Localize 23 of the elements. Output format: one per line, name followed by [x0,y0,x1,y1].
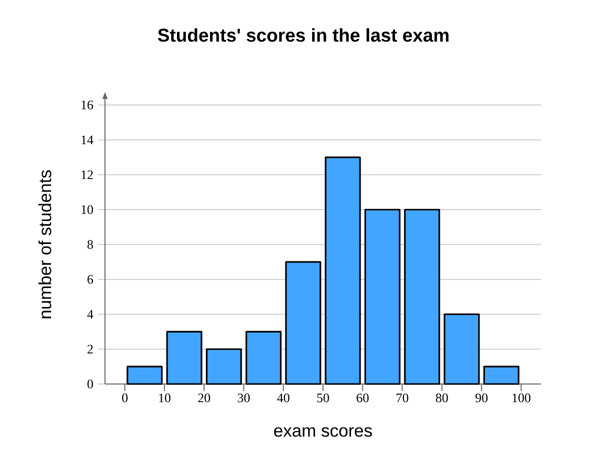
x-tick-label: 70 [396,394,408,402]
y-tick-label: 8 [87,240,93,249]
y-tick-label: 14 [82,136,94,144]
x-tick-label: 90 [475,394,488,402]
y-tick-label: 6 [88,275,94,284]
y-axis-title: number of students [38,170,52,318]
x-tick-label: 100 [512,394,530,402]
x-tick-label: 10 [159,394,170,402]
x-tick-label: 60 [356,394,369,402]
x-tick-label: 0 [122,394,128,402]
x-tick-label: 30 [238,394,250,402]
x-tick-label: 40 [277,394,290,402]
y-tick-label: 12 [82,170,93,180]
y-tick-label: 16 [82,100,94,110]
y-tick-label: 4 [87,310,94,319]
x-axis-title: exam scores [274,427,372,437]
x-tick-label: 80 [436,394,448,402]
y-tick-label: 0 [87,380,93,388]
x-tick-label: 50 [317,394,330,402]
x-tick-label: 20 [198,394,210,402]
chart-title: Students' scores in the last exam [158,28,448,42]
y-tick-label: 2 [88,344,93,354]
y-tick-label: 10 [82,205,93,214]
